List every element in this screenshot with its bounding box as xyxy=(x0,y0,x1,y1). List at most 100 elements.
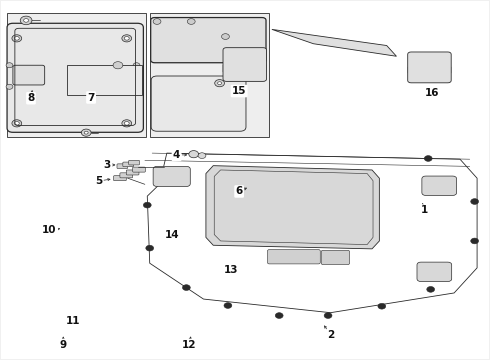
Bar xyxy=(6,13,146,137)
Text: 6: 6 xyxy=(236,186,243,197)
Text: 14: 14 xyxy=(165,230,179,239)
Text: 8: 8 xyxy=(27,93,35,103)
FancyBboxPatch shape xyxy=(408,52,451,83)
Text: 4: 4 xyxy=(173,150,180,160)
Circle shape xyxy=(324,313,332,319)
Circle shape xyxy=(224,303,232,309)
Circle shape xyxy=(20,16,32,25)
Bar xyxy=(408,67,413,73)
FancyBboxPatch shape xyxy=(13,65,45,85)
FancyBboxPatch shape xyxy=(19,42,55,68)
FancyBboxPatch shape xyxy=(157,27,196,50)
FancyBboxPatch shape xyxy=(209,176,232,189)
Circle shape xyxy=(144,202,151,208)
Text: 12: 12 xyxy=(182,340,196,350)
FancyBboxPatch shape xyxy=(19,73,55,95)
FancyBboxPatch shape xyxy=(198,27,238,50)
FancyBboxPatch shape xyxy=(157,49,196,58)
FancyBboxPatch shape xyxy=(414,64,446,76)
Text: 3: 3 xyxy=(103,160,111,170)
Circle shape xyxy=(24,19,28,22)
FancyBboxPatch shape xyxy=(265,187,274,195)
Circle shape xyxy=(215,80,224,87)
FancyBboxPatch shape xyxy=(259,186,268,194)
Circle shape xyxy=(14,122,19,125)
Bar xyxy=(223,65,228,72)
FancyBboxPatch shape xyxy=(321,250,349,265)
Text: 1: 1 xyxy=(421,206,428,216)
Circle shape xyxy=(153,19,161,24)
Text: 9: 9 xyxy=(60,340,67,350)
Polygon shape xyxy=(67,65,143,95)
FancyBboxPatch shape xyxy=(198,49,238,58)
FancyBboxPatch shape xyxy=(126,170,139,175)
FancyBboxPatch shape xyxy=(123,162,134,167)
FancyBboxPatch shape xyxy=(133,167,146,172)
FancyBboxPatch shape xyxy=(151,18,266,63)
Polygon shape xyxy=(206,166,379,249)
FancyBboxPatch shape xyxy=(422,176,457,195)
Circle shape xyxy=(124,37,129,40)
FancyBboxPatch shape xyxy=(28,101,120,122)
Circle shape xyxy=(471,238,479,244)
Circle shape xyxy=(187,19,195,24)
Text: 13: 13 xyxy=(224,265,239,275)
FancyBboxPatch shape xyxy=(229,62,261,75)
Circle shape xyxy=(427,287,435,292)
Circle shape xyxy=(218,82,221,85)
FancyBboxPatch shape xyxy=(253,184,262,192)
Polygon shape xyxy=(272,30,396,56)
Circle shape xyxy=(471,199,479,204)
Bar xyxy=(150,13,270,137)
Circle shape xyxy=(182,285,190,291)
FancyBboxPatch shape xyxy=(417,262,452,282)
FancyBboxPatch shape xyxy=(302,206,332,219)
Text: 16: 16 xyxy=(424,88,439,98)
FancyBboxPatch shape xyxy=(153,166,190,186)
Circle shape xyxy=(6,84,13,89)
FancyBboxPatch shape xyxy=(129,160,140,165)
Text: 15: 15 xyxy=(232,86,246,96)
Text: 10: 10 xyxy=(42,225,57,235)
Circle shape xyxy=(81,129,91,136)
FancyBboxPatch shape xyxy=(268,249,320,264)
FancyBboxPatch shape xyxy=(265,234,296,246)
FancyBboxPatch shape xyxy=(414,56,446,65)
Text: 2: 2 xyxy=(327,330,335,340)
FancyBboxPatch shape xyxy=(18,70,40,81)
Text: 5: 5 xyxy=(95,176,102,186)
FancyBboxPatch shape xyxy=(223,48,267,81)
FancyBboxPatch shape xyxy=(341,207,367,221)
FancyBboxPatch shape xyxy=(271,189,280,197)
FancyBboxPatch shape xyxy=(114,176,126,181)
Circle shape xyxy=(146,245,154,251)
Circle shape xyxy=(6,63,13,68)
Circle shape xyxy=(378,303,386,309)
FancyBboxPatch shape xyxy=(209,194,232,207)
Circle shape xyxy=(122,120,132,127)
Circle shape xyxy=(198,153,206,158)
FancyBboxPatch shape xyxy=(117,164,128,168)
Bar xyxy=(262,65,267,72)
Circle shape xyxy=(12,35,22,42)
Circle shape xyxy=(424,156,432,161)
FancyBboxPatch shape xyxy=(57,42,93,68)
Circle shape xyxy=(221,34,229,40)
FancyBboxPatch shape xyxy=(151,76,246,131)
FancyBboxPatch shape xyxy=(57,73,93,95)
FancyBboxPatch shape xyxy=(247,183,256,191)
Circle shape xyxy=(113,62,123,69)
Text: 7: 7 xyxy=(87,93,95,103)
Circle shape xyxy=(133,63,140,68)
FancyBboxPatch shape xyxy=(120,173,133,178)
Text: 11: 11 xyxy=(66,316,80,325)
Circle shape xyxy=(14,37,19,40)
FancyBboxPatch shape xyxy=(229,53,261,62)
FancyBboxPatch shape xyxy=(263,206,294,219)
Circle shape xyxy=(189,150,198,158)
FancyBboxPatch shape xyxy=(7,23,144,132)
Circle shape xyxy=(275,313,283,319)
Bar xyxy=(446,67,451,73)
Circle shape xyxy=(84,131,88,134)
Circle shape xyxy=(124,122,129,125)
